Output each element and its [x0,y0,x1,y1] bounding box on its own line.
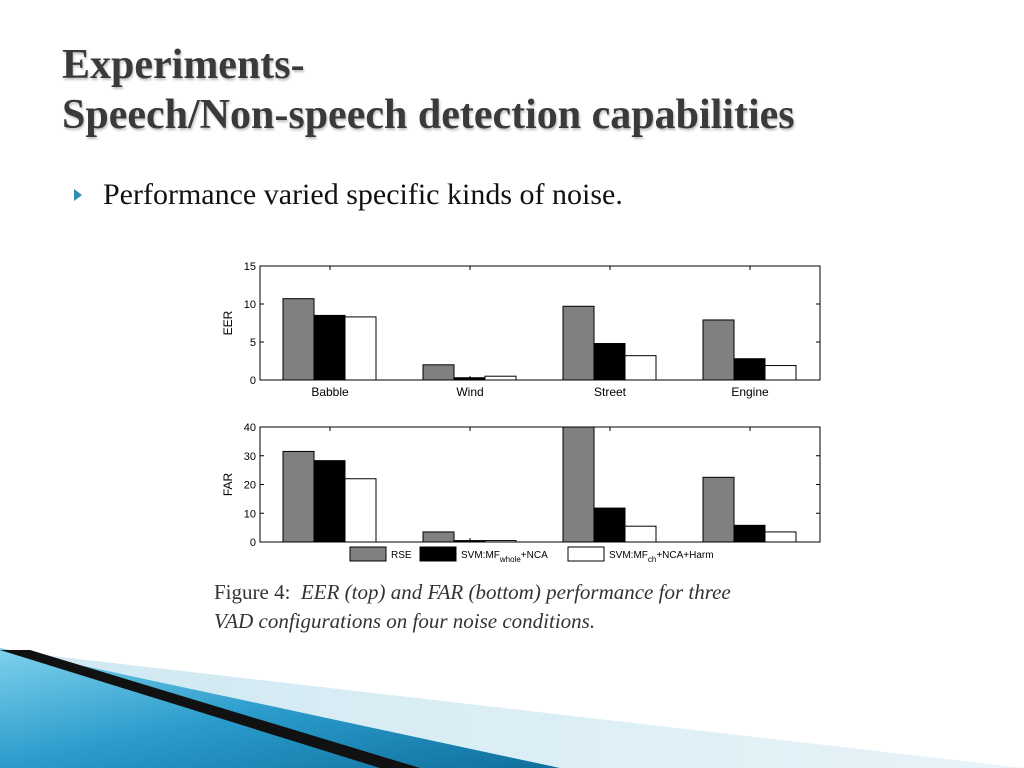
caption-label: Figure 4: [214,580,291,604]
slide-title: Experiments- Speech/Non-speech detection… [62,40,795,140]
bar-eer-babble-1 [313,314,346,381]
legend-label-2: SVM:MFch+NCA+Harm [609,550,714,564]
y-tick-label: 10 [244,299,256,311]
bar-eer-wind-0 [422,364,455,381]
y-tick-label: 0 [250,537,256,549]
bar-far-babble-2 [344,478,377,543]
y-axis-label-far: FAR [221,473,235,497]
y-axis-label-eer: EER [221,310,235,335]
y-tick-label: 30 [244,451,256,463]
caption-text-line2: VAD configurations on four noise conditi… [214,609,596,633]
triangle-bullet-icon [74,189,82,201]
figure-charts: Babble Wind Street Engine 0 5 10 15 EER 0 10 20 30 40… [221,261,821,564]
legend-label-1: SVM:MFwhole+NCA [461,550,548,564]
bar-far-wind-0 [422,531,455,543]
category-label: Babble [311,385,349,399]
caption-line2: VAD configurations on four noise conditi… [214,607,731,636]
bar-eer-street-1 [593,343,626,381]
bar-eer-wind-2 [484,375,517,381]
y-tick-label: 5 [250,337,256,349]
caption-line1: Figure 4: EER (top) and FAR (bottom) per… [214,578,731,607]
deco-light-band [0,650,1024,768]
bar-eer-engine-0 [702,319,735,381]
legend-swatch-1 [419,546,457,562]
slide-title-line1: Experiments- [62,42,305,88]
bar-far-babble-1 [313,460,346,543]
bar-far-engine-2 [764,531,797,543]
bar-far-street-0 [562,426,595,543]
figure-caption: Figure 4: EER (top) and FAR (bottom) per… [214,578,731,636]
plot-frame-eer [259,265,821,381]
bullet-text: Performance varied specific kinds of noi… [103,178,623,211]
legend-swatch-2 [567,546,605,562]
bar-far-engine-0 [702,476,735,543]
bar-eer-babble-2 [344,316,377,381]
y-tick-label: 0 [250,375,256,387]
bar-eer-street-0 [562,305,595,381]
legend-swatch-0 [349,546,387,562]
bar-far-babble-0 [282,450,315,543]
y-tick-label: 40 [244,422,256,434]
y-tick-label: 10 [244,508,256,520]
category-label: Street [594,385,627,399]
category-label: Wind [456,385,483,399]
deco-blue-wedge [0,648,560,768]
bar-eer-engine-2 [764,365,797,381]
y-tick-label: 20 [244,480,256,492]
y-tick-label: 15 [244,261,256,273]
bar-far-street-1 [593,507,626,543]
bar-eer-street-2 [624,355,657,381]
bar-eer-babble-0 [282,298,315,381]
legend-label-0: RSE [391,550,412,561]
caption-text-line1: EER (top) and FAR (bottom) performance f… [300,580,731,604]
deco-black-stripe [0,650,420,768]
bullet-item: Performance varied specific kinds of noi… [74,178,623,212]
bar-far-street-2 [624,525,657,543]
slide-title-line2: Speech/Non-speech detection capabilities [62,92,795,138]
category-label: Engine [731,385,769,399]
